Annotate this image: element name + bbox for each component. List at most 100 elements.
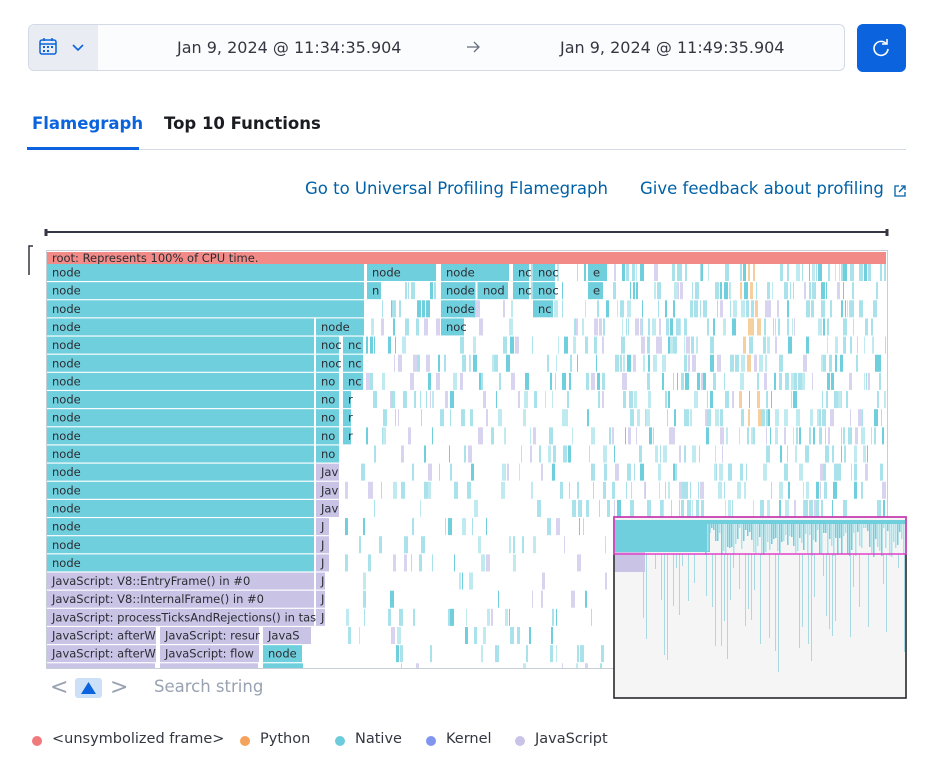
frame [47, 663, 155, 668]
frame-label: node [446, 284, 475, 298]
frame-sliver [805, 445, 809, 463]
prev-button[interactable]: < [50, 675, 68, 700]
frame-sliver [615, 354, 619, 372]
frame-sliver [764, 318, 766, 336]
frame-sliver [428, 481, 431, 499]
frame-sliver [667, 409, 668, 427]
frame-sliver [605, 572, 607, 590]
frame [47, 554, 314, 572]
calendar-button[interactable] [29, 25, 98, 70]
frame-sliver [411, 554, 412, 572]
frame-sliver [576, 663, 578, 668]
frame-sliver [827, 336, 828, 354]
frame-sliver [393, 554, 396, 572]
frame [316, 354, 339, 372]
frame-sliver [552, 391, 553, 409]
frame-sliver [486, 409, 488, 427]
minimap-sliver [809, 524, 811, 535]
frame-sliver [740, 463, 743, 481]
frame-sliver [646, 409, 650, 427]
frame-sliver [821, 282, 825, 300]
minimap-sliver [881, 524, 883, 556]
frame-sliver [481, 554, 485, 572]
frame-sliver [562, 300, 563, 318]
frame-sliver [679, 481, 682, 499]
frame-sliver [884, 391, 886, 409]
frame-sliver [513, 536, 515, 554]
frame-sliver [591, 463, 595, 481]
minimap-sliver [731, 524, 733, 547]
minimap-sliver [871, 524, 873, 553]
frame-sliver [532, 336, 533, 354]
frame-sliver [673, 300, 675, 318]
frame-label: node [52, 411, 81, 425]
start-date[interactable]: Jan 9, 2024 @ 11:34:35.904 [177, 38, 402, 57]
frame-sliver [479, 318, 483, 336]
legend-dot [426, 736, 436, 746]
minimap-sliver [868, 554, 869, 627]
link[interactable]: Go to Universal Profiling Flamegraph [305, 179, 608, 198]
end-date[interactable]: Jan 9, 2024 @ 11:49:35.904 [560, 38, 785, 57]
frame-sliver [432, 427, 433, 445]
frame-sliver [474, 627, 477, 644]
minimap-sliver [829, 524, 831, 539]
frame-sliver [503, 300, 505, 318]
frame-sliver [627, 463, 631, 481]
minimap-sliver [715, 524, 717, 541]
frame [533, 264, 555, 281]
frame-sliver [396, 645, 399, 663]
frame-sliver [593, 481, 594, 499]
minimap-sliver [688, 554, 689, 601]
frame-sliver [846, 391, 848, 409]
minimap-sliver [897, 524, 899, 545]
frame-sliver [766, 391, 768, 409]
minimap-sliver [735, 524, 737, 544]
frame-sliver [434, 282, 436, 300]
frame-sliver [657, 282, 661, 300]
frame [47, 445, 314, 463]
frame-sliver [793, 427, 794, 445]
frame [263, 645, 302, 663]
frame [316, 336, 339, 354]
frame-sliver [494, 354, 498, 372]
frame-sliver [741, 409, 744, 427]
minimap-sliver [883, 524, 885, 528]
minimap-sliver [799, 524, 801, 538]
refresh-button[interactable] [857, 24, 906, 72]
frame-sliver [717, 354, 721, 372]
minimap-sliver [827, 524, 829, 555]
frame-sliver [710, 354, 714, 372]
frame-sliver [641, 336, 645, 354]
frame-label: node [52, 556, 81, 570]
frame-sliver [469, 354, 470, 372]
frame-sliver [436, 318, 440, 336]
frame-sliver [876, 282, 878, 300]
frame-sliver [802, 264, 803, 281]
frame-sliver [428, 463, 432, 481]
frame-sliver [366, 372, 370, 390]
frame-sliver [511, 318, 513, 336]
frame-label: J [320, 520, 324, 534]
frame-sliver [796, 409, 800, 427]
frame-sliver [410, 372, 414, 390]
frame-sliver [450, 391, 454, 409]
frame-sliver [796, 427, 798, 445]
tab[interactable]: Top 10 Functions [164, 114, 321, 133]
frame [47, 318, 314, 336]
minimap-sliver [655, 554, 656, 569]
minimap-sliver [823, 554, 824, 576]
next-button[interactable]: > [110, 675, 128, 700]
tab[interactable]: Flamegraph [32, 114, 144, 133]
frame-sliver [803, 354, 807, 372]
frame-label: JavaScript: resur [164, 629, 260, 643]
frame-sliver [671, 427, 675, 445]
link[interactable]: Give feedback about profiling [640, 179, 884, 198]
frame-sliver [636, 282, 638, 300]
frame-label: nod [483, 284, 505, 298]
frame-sliver [793, 391, 797, 409]
frame [316, 391, 339, 409]
frame-sliver [547, 518, 551, 536]
minimap-sliver [682, 554, 683, 566]
search-input[interactable]: Search string [154, 677, 264, 696]
frame-sliver [660, 445, 661, 463]
